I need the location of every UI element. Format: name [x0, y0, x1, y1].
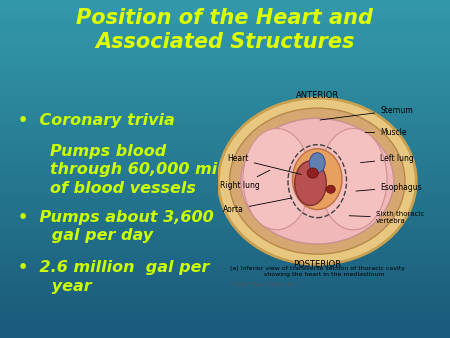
Text: Esophagus: Esophagus — [356, 183, 422, 192]
Text: Heart: Heart — [227, 154, 301, 174]
Text: •  Pumps about 3,600
      gal per day: • Pumps about 3,600 gal per day — [18, 210, 214, 243]
Text: (a) Inferior view of transverse section of thoracic cavity
       showing the he: (a) Inferior view of transverse section … — [230, 266, 405, 277]
Text: Sixth thoracic
vertebra: Sixth thoracic vertebra — [349, 211, 424, 224]
Text: Right lung: Right lung — [220, 170, 270, 190]
Text: POSTERIOR: POSTERIOR — [293, 260, 341, 269]
Text: •  Coronary trivia: • Coronary trivia — [18, 113, 175, 128]
Ellipse shape — [241, 118, 394, 244]
Ellipse shape — [292, 149, 342, 210]
Circle shape — [307, 168, 319, 178]
Ellipse shape — [310, 153, 325, 173]
Text: Position of the Heart and
Associated Structures: Position of the Heart and Associated Str… — [76, 8, 373, 52]
Text: •  2.6 million  gal per
      year: • 2.6 million gal per year — [18, 260, 209, 294]
Text: Left lung: Left lung — [360, 154, 414, 163]
Ellipse shape — [230, 108, 405, 254]
Ellipse shape — [243, 128, 310, 230]
Circle shape — [326, 185, 335, 193]
Ellipse shape — [320, 128, 387, 230]
Text: Muscle: Muscle — [365, 128, 407, 137]
Text: Aorta: Aorta — [223, 198, 292, 214]
Text: Pumps blood
through 60,000 miles
of blood vessels: Pumps blood through 60,000 miles of bloo… — [50, 144, 243, 196]
Ellipse shape — [218, 98, 416, 264]
Text: Sternum: Sternum — [320, 106, 413, 120]
Text: ANTERIOR: ANTERIOR — [296, 91, 339, 100]
Text: © John Wiley & Sons, Inc.: © John Wiley & Sons, Inc. — [230, 281, 297, 287]
Ellipse shape — [295, 161, 326, 206]
